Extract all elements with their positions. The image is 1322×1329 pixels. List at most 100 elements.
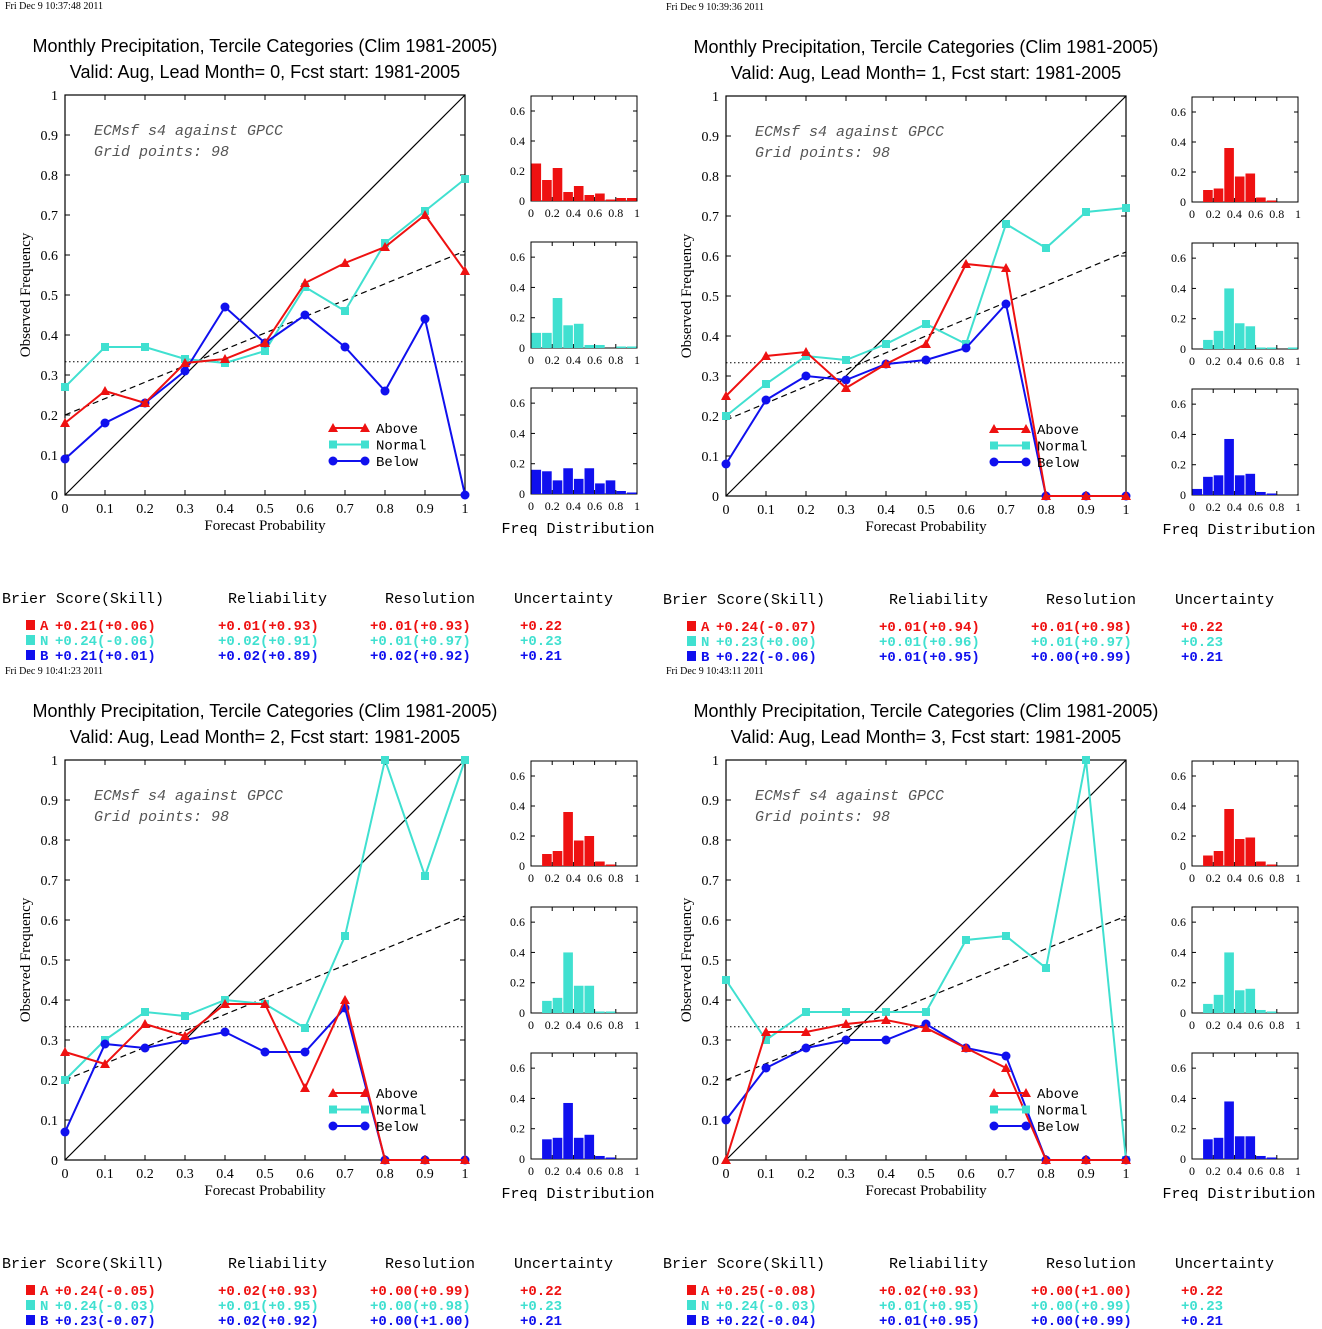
hist-x-tick-label: 0.8 [1269, 207, 1284, 221]
x-tick-label: 0.8 [1037, 503, 1055, 518]
below-freq-bar [584, 1134, 595, 1159]
stats-cell: +0.22 [1181, 1284, 1223, 1300]
hist-x-tick-label: 0.4 [1227, 500, 1242, 514]
hist-y-tick-label: 0 [519, 194, 525, 208]
hist-y-tick-label: 0.6 [1171, 915, 1186, 929]
chart-title: Monthly Precipitation, Tercile Categorie… [33, 701, 498, 721]
y-tick-label: 0.6 [702, 250, 720, 265]
hist-x-tick-label: 0.2 [545, 871, 560, 885]
timestamp: Fri Dec 9 10:41:23 2011 [5, 666, 103, 677]
below-freq-bar [1234, 1136, 1245, 1159]
stats-cell: +0.24(-0.05) [55, 1284, 156, 1300]
normal-freq-bar [616, 346, 626, 348]
normal-freq-bar [595, 1011, 605, 1013]
normal-freq-bar [605, 1011, 616, 1013]
hist-y-tick-label: 0.4 [1171, 427, 1186, 441]
y-axis-label: Observed Frequency [18, 232, 34, 357]
y-tick-label: 0.5 [702, 954, 720, 969]
hist-x-tick-label: 0.8 [1269, 1164, 1284, 1178]
x-tick-label: 0.9 [1077, 1167, 1095, 1182]
legend-normal-label: Normal [1037, 1104, 1087, 1120]
hist-x-tick-label: 1 [634, 353, 640, 367]
stats-color-swatch [26, 635, 35, 645]
below-point [460, 490, 470, 500]
stats-color-swatch [26, 1300, 35, 1310]
hist-x-tick-label: 0.2 [1206, 207, 1221, 221]
hist-x-tick-label: 0.6 [587, 871, 602, 885]
timestamp: Fri Dec 9 10:43:11 2011 [666, 666, 764, 677]
above-freq-bar [595, 861, 605, 866]
stats-color-swatch [26, 1315, 35, 1325]
below-freq-bar [584, 468, 595, 494]
histogram-frame-normal [530, 906, 638, 1014]
annotation-model: ECMsf s4 against GPCC [755, 788, 944, 805]
stats-cell: +0.23 [520, 1299, 562, 1315]
stats-header: Uncertainty [1175, 592, 1274, 609]
legend-above-label: Above [376, 422, 418, 438]
normal-point [842, 356, 850, 364]
hist-x-tick-label: 0.8 [1269, 871, 1284, 885]
below-point [801, 1043, 811, 1053]
hist-x-tick-label: 0.8 [608, 499, 623, 513]
hist-x-tick-label: 0.4 [1227, 871, 1242, 885]
y-tick-label: 1 [51, 754, 58, 769]
x-tick-label: 0.1 [96, 1167, 114, 1182]
perfect-reliability-line [64, 94, 466, 496]
legend-marker [360, 456, 370, 466]
y-tick-label: 0.3 [41, 369, 59, 384]
above-point [340, 995, 350, 1004]
hist-y-tick-label: 0 [1180, 488, 1186, 502]
above-point [140, 398, 150, 407]
x-tick-label: 0 [62, 1167, 69, 1182]
hist-x-tick-label: 0.2 [1206, 354, 1221, 368]
perfect-reliability-line [725, 95, 1127, 497]
below-point [140, 1043, 150, 1053]
hist-y-tick-label: 0.2 [1171, 829, 1186, 843]
below-point [921, 355, 931, 365]
above-freq-bar [552, 851, 563, 866]
normal-point [922, 1008, 930, 1016]
histogram-frame-above [530, 95, 638, 202]
y-tick-label: 0.3 [702, 1034, 720, 1049]
hist-x-tick-label: 0.4 [1227, 354, 1242, 368]
y-tick-label: 0.8 [702, 834, 720, 849]
hist-x-tick-label: 0.2 [1206, 1164, 1221, 1178]
hist-y-tick-label: 0.6 [1171, 1061, 1186, 1075]
above-freq-bar [605, 199, 616, 201]
above-point [961, 1043, 971, 1052]
stats-color-swatch [687, 651, 696, 661]
x-tick-label: 0.7 [336, 502, 354, 517]
normal-freq-bar [1213, 994, 1224, 1013]
stats-cell: +0.00(+1.00) [370, 1314, 471, 1329]
hist-x-tick-label: 0 [1189, 871, 1195, 885]
below-point [881, 1035, 891, 1045]
x-axis-label: Forecast Probability [204, 1183, 326, 1199]
above-point [460, 266, 470, 275]
annotation-gridpoints: Grid points: 98 [94, 809, 229, 826]
y-tick-label: 1 [712, 90, 719, 105]
stats-header: Brier Score(Skill) [663, 592, 825, 609]
annotation-model: ECMsf s4 against GPCC [755, 124, 944, 141]
normal-freq-bar [1256, 347, 1266, 349]
hist-x-tick-label: 0.6 [1248, 1164, 1263, 1178]
x-tick-label: 1 [1123, 503, 1130, 518]
stats-cell: +0.00(+0.99) [1031, 1314, 1132, 1329]
y-tick-label: 0.8 [41, 834, 59, 849]
freq-distribution-label: Freq Distribution [1162, 1186, 1315, 1203]
x-axis-label: Forecast Probability [204, 518, 326, 534]
hist-y-tick-label: 0.6 [1171, 397, 1186, 411]
below-point [100, 418, 110, 428]
chart-title: Monthly Precipitation, Tercile Categorie… [694, 37, 1159, 57]
perfect-reliability-line [725, 759, 1127, 1161]
stats-row-letter: B [701, 650, 710, 666]
above-point [180, 1031, 190, 1040]
timestamp: Fri Dec 9 10:39:36 2011 [666, 2, 764, 13]
stats-cell: +0.21(+0.06) [55, 619, 156, 635]
stats-row-letter: N [701, 1299, 709, 1315]
hist-y-tick-label: 0.2 [1171, 976, 1186, 990]
y-tick-label: 0.1 [702, 450, 720, 465]
below-freq-bar [1203, 1139, 1213, 1159]
stats-row-letter: N [40, 1299, 48, 1315]
below-point [1001, 299, 1011, 309]
normal-freq-bar [1266, 347, 1277, 349]
